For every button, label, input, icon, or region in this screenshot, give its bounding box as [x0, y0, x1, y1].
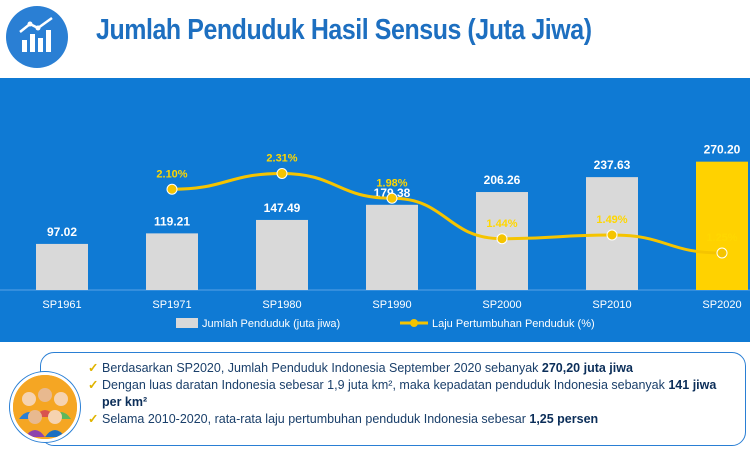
- legend-line-marker: [410, 319, 418, 327]
- legend-bar-swatch: [176, 318, 198, 328]
- x-tick-label: SP1971: [152, 299, 191, 311]
- bullet-highlight: 1,25 persen: [529, 412, 599, 426]
- bar: [696, 161, 748, 290]
- growth-rate-line: [171, 171, 723, 255]
- bullet-text: Berdasarkan SP2020, Jumlah Penduduk Indo…: [102, 361, 542, 375]
- bar: [146, 233, 198, 290]
- bar-value-label: 97.02: [47, 225, 77, 239]
- bar-value-label: 237.63: [594, 158, 631, 172]
- info-box: [40, 352, 746, 446]
- bullet-text: Dengan luas daratan Indonesia sebesar 1,…: [102, 378, 669, 392]
- bullet-text: Selama 2010-2020, rata-rata laju pertumb…: [102, 412, 530, 426]
- bar-value-label: 270.20: [704, 143, 741, 157]
- bullet-highlight: 141 jiwa per km²: [102, 378, 717, 409]
- bar-value-label: 119.21: [154, 214, 190, 228]
- x-tick-label: SP2020: [702, 299, 741, 311]
- page-title: Jumlah Penduduk Hasil Sensus (Juta Jiwa): [96, 14, 592, 46]
- bar: [36, 243, 88, 290]
- x-tick-label: SP1980: [262, 299, 301, 311]
- growth-rate-label: 1.98%: [376, 177, 407, 189]
- x-tick-label: SP2000: [482, 299, 521, 311]
- growth-rate-label: 2.10%: [156, 168, 187, 180]
- growth-rate-label: 1.49%: [596, 214, 627, 226]
- growth-rate-point: [386, 192, 398, 204]
- check-icon: ✓: [88, 378, 99, 392]
- bar-value-label: 206.26: [484, 173, 521, 187]
- info-bullet: ✓ Dengan luas daratan Indonesia sebesar …: [88, 377, 738, 411]
- bar: [256, 219, 308, 290]
- legend-line-label: Laju Pertumbuhan Penduduk (%): [432, 318, 595, 330]
- info-bullet: ✓ Selama 2010-2020, rata-rata laju pertu…: [88, 411, 738, 428]
- check-icon: ✓: [88, 361, 99, 375]
- growth-rate-point: [166, 183, 178, 195]
- bullet-highlight: 270,20 juta jiwa: [541, 361, 633, 375]
- x-tick-label: SP1961: [42, 299, 81, 311]
- bar: [366, 204, 418, 290]
- x-tick-label: SP1990: [372, 299, 411, 311]
- population-chart: 97.02SP1961119.21SP1971147.49SP1980179.3…: [0, 78, 750, 342]
- info-bullets: ✓ Berdasarkan SP2020, Jumlah Penduduk In…: [88, 360, 738, 428]
- check-icon: ✓: [88, 412, 99, 426]
- growth-rate-point: [496, 233, 508, 245]
- growth-rate-label: 1.25%: [706, 232, 737, 244]
- growth-rate-label: 2.31%: [266, 153, 297, 165]
- chart-svg: 97.02SP1961119.21SP1971147.49SP1980179.3…: [0, 143, 750, 330]
- bar-value-label: 147.49: [264, 201, 301, 215]
- growth-chart-icon: [6, 6, 68, 68]
- growth-rate-point: [606, 229, 618, 241]
- header: Jumlah Penduduk Hasil Sensus (Juta Jiwa): [0, 0, 750, 78]
- growth-rate-label: 1.44%: [486, 218, 517, 230]
- crowd-icon: [10, 372, 80, 442]
- info-bullet: ✓ Berdasarkan SP2020, Jumlah Penduduk In…: [88, 360, 738, 377]
- growth-rate-point: [716, 247, 728, 259]
- legend-bar-label: Jumlah Penduduk (juta jiwa): [202, 318, 340, 330]
- growth-rate-point: [276, 168, 288, 179]
- x-tick-label: SP2010: [592, 299, 631, 311]
